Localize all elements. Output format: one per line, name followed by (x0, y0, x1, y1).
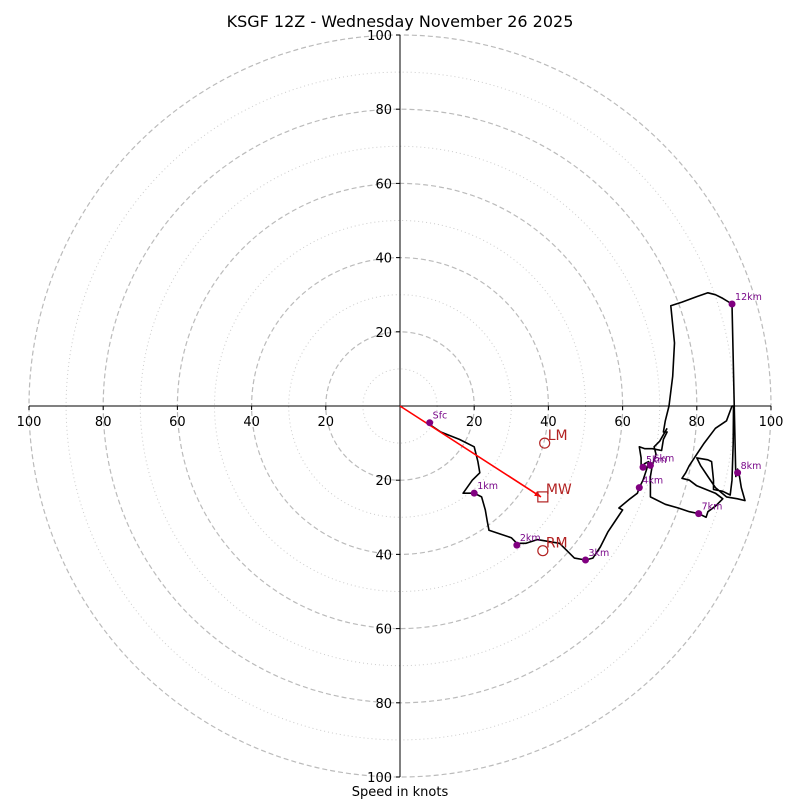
x-tick-label: 60 (169, 415, 186, 430)
height-marker-dot (635, 484, 643, 492)
height-marker-4km: 4km (635, 476, 663, 492)
storm-motion-label: LM (548, 428, 568, 444)
height-marker-sfc: Sfc (426, 411, 447, 427)
height-marker-dot (646, 461, 654, 469)
storm-motion-label: MW (546, 482, 572, 498)
height-marker-label: 1km (477, 481, 498, 492)
height-marker-6km: 6km (646, 453, 674, 469)
height-marker-dot (728, 300, 736, 308)
x-axis-title: Speed in knots (352, 785, 449, 800)
x-tick-label: 20 (466, 415, 483, 430)
storm-motion-markers: LM MW RM (537, 428, 572, 557)
x-tick-label: 60 (614, 415, 631, 430)
x-tick-label: 100 (17, 415, 42, 430)
mean-wind-line (399, 405, 542, 498)
height-marker-label: 6km (653, 453, 674, 464)
tick-labels: 100 80 60 40 20 20 40 60 80 100 100 80 60 40 20 20 40 60 8… (17, 29, 784, 786)
hodograph-trace (429, 291, 746, 561)
height-marker-12km: 12km (728, 292, 762, 308)
y-tick-label: 60 (375, 623, 392, 638)
height-marker-label: Sfc (433, 411, 448, 422)
height-marker-dot (426, 419, 434, 427)
y-tick-label: 20 (375, 326, 392, 341)
storm-motion-mw: MW (537, 482, 572, 503)
height-marker-5km: 5km (639, 455, 667, 471)
storm-motion-rm: RM (537, 536, 568, 557)
x-tick-label: 80 (95, 415, 112, 430)
y-tick-label: 40 (375, 252, 392, 267)
height-marker-label: 12km (735, 292, 762, 303)
height-marker-dot (695, 510, 703, 518)
height-marker-label: 4km (642, 476, 663, 487)
x-tick-label: 80 (689, 415, 706, 430)
y-tick-label: 80 (375, 697, 392, 712)
height-marker-dot (639, 463, 647, 471)
y-tick-label: 40 (375, 548, 392, 563)
x-tick-label: 100 (759, 415, 784, 430)
height-marker-label: 7km (702, 502, 723, 513)
x-tick-label: 40 (243, 415, 260, 430)
y-tick-label: 20 (375, 474, 392, 489)
height-marker-8km: 8km (734, 461, 761, 477)
height-marker-label: 2km (520, 533, 541, 544)
height-marker-dot (734, 469, 742, 477)
height-marker-label: 5km (646, 455, 667, 466)
y-tick-label: 100 (367, 29, 392, 44)
height-marker-2km: 2km (513, 533, 541, 549)
storm-motion-marker (537, 545, 549, 557)
hodograph-line (429, 291, 746, 561)
storm-motion-lm: LM (539, 428, 568, 449)
y-tick-label: 80 (375, 103, 392, 118)
y-tick-label: 100 (367, 771, 392, 786)
x-tick-label: 20 (318, 415, 335, 430)
height-marker-7km: 7km (695, 502, 722, 518)
height-marker-dot (513, 541, 521, 549)
height-marker-label: 8km (741, 461, 762, 472)
storm-motion-marker (537, 491, 549, 503)
storm-motion-marker (539, 437, 551, 449)
height-marker-3km: 3km (582, 548, 609, 564)
height-marker-1km: 1km (470, 481, 498, 497)
chart-title: KSGF 12Z - Wednesday November 26 2025 (227, 12, 574, 31)
storm-motion-label: RM (546, 536, 568, 552)
height-marker-label: 3km (589, 548, 610, 559)
height-marker-dot (582, 556, 589, 564)
x-tick-label: 40 (540, 415, 557, 430)
y-tick-label: 60 (375, 177, 392, 192)
height-marker-dot (470, 489, 478, 497)
